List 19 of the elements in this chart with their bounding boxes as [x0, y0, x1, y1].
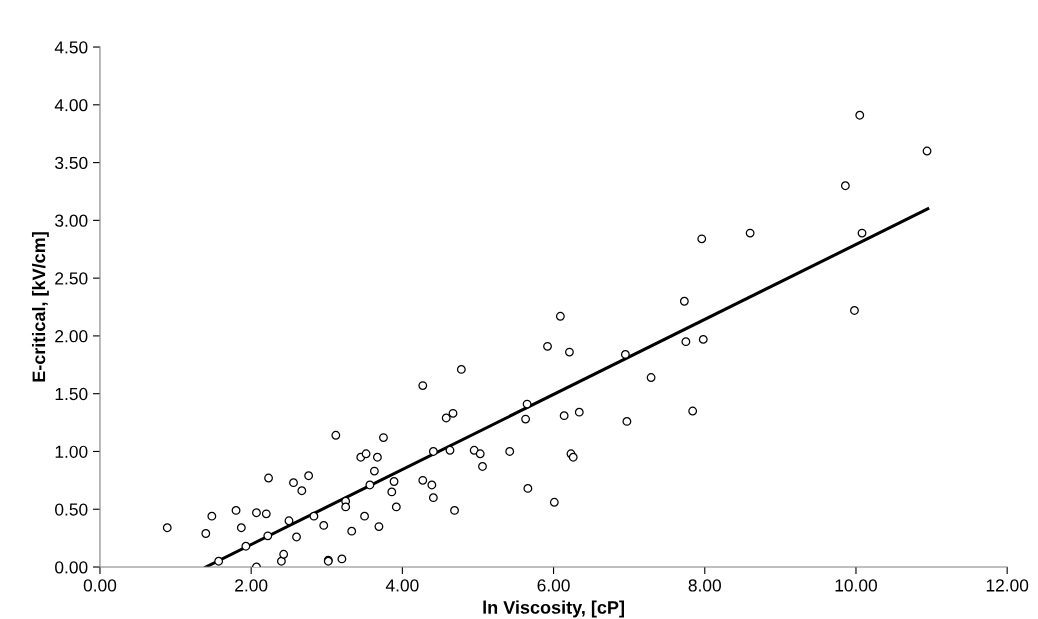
- x-tick-label: 2.00: [235, 579, 268, 592]
- y-tick-label: 4.00: [54, 98, 88, 112]
- y-tick-label: 0.00: [55, 561, 88, 574]
- y-tick-label: 3.50: [55, 156, 88, 170]
- x-tick-label: 8.00: [688, 579, 721, 592]
- y-tick-label: 1.00: [55, 445, 88, 458]
- y-tick-label: 4.50: [54, 41, 88, 54]
- x-tick-label: 12.00: [986, 579, 1029, 592]
- x-tick-label: 6.00: [537, 579, 570, 592]
- x-tick-label: 0.00: [83, 579, 117, 592]
- x-tick-label: 10.00: [835, 579, 878, 592]
- x-axis-title: ln Viscosity, [cP]: [483, 600, 624, 618]
- y-tick-label: 3.00: [55, 214, 88, 227]
- y-axis-title: E-critical, [kV/cm]: [31, 232, 49, 382]
- y-tick-label: 2.00: [55, 330, 88, 343]
- x-tick-label: 4.00: [385, 579, 419, 592]
- y-tick-label: 0.50: [55, 503, 88, 516]
- y-tick-label: 1.50: [55, 387, 88, 401]
- y-tick-label: 2.50: [55, 272, 88, 285]
